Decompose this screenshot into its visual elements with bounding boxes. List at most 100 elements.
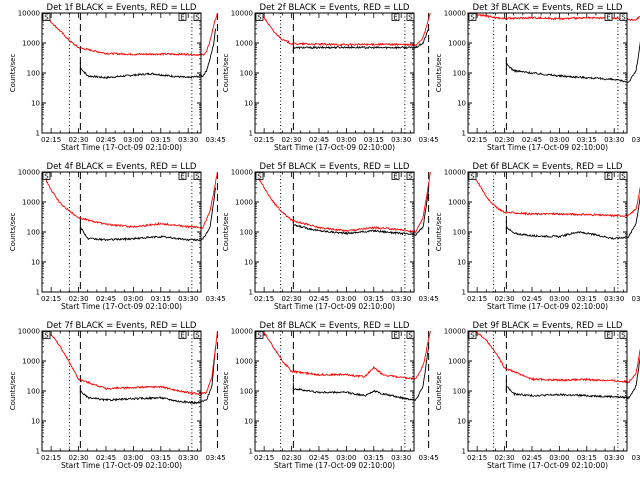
chart-panel: Det 9f BLACK = Events, RED = LLD 1 10 100 10… <box>435 321 640 470</box>
x-axis-start-time: 17-Oct-09 02:10:00 <box>531 143 605 152</box>
y-tick-label: 10 <box>244 100 253 108</box>
events-series-line <box>293 190 430 237</box>
time-marker-label: E <box>393 173 397 181</box>
time-marker-label: S <box>621 173 626 181</box>
plot-frame <box>467 330 628 452</box>
y-tick-label: 1 <box>249 130 253 138</box>
panel-title: Det 5f BLACK = Events, RED = LLD <box>260 162 410 172</box>
y-tick-label: 1 <box>249 289 253 297</box>
y-tick-label: 1000 <box>448 199 466 207</box>
x-tick-label: 02:30 <box>494 136 514 144</box>
events-series-line <box>293 346 430 402</box>
time-marker-label: S <box>470 14 475 22</box>
y-tick-label: 1000 <box>235 358 253 366</box>
x-tick-label: 03:00 <box>549 454 569 462</box>
events-series-line <box>506 41 640 84</box>
chart-panel: Det 4f BLACK = Events, RED = LLD 1 10 100 10… <box>9 162 226 311</box>
time-marker-label: S <box>44 14 49 22</box>
time-marker-label: S <box>257 14 262 22</box>
lld-series-line <box>468 171 640 218</box>
x-tick-label: 03:15 <box>364 136 384 144</box>
plot-frame <box>254 330 415 452</box>
x-axis-label: Start Time (17-Oct-09 02:10:00) <box>274 302 395 311</box>
x-tick-label: 03:30 <box>178 454 198 462</box>
time-marker-label: S <box>621 332 626 340</box>
x-tick-label: 02:45 <box>309 454 329 462</box>
x-axis-label: Start Time (17-Oct-09 02:10:00) <box>274 143 395 152</box>
lld-series-line <box>41 171 218 230</box>
x-axis-label-suffix: ) <box>605 143 608 152</box>
x-tick-label: 02:45 <box>309 295 329 303</box>
chart-panel: Det 6f BLACK = Events, RED = LLD 1 10 100 10… <box>435 162 640 311</box>
y-tick-label: 10000 <box>18 169 40 177</box>
chart-panel: Det 3f BLACK = Events, RED = LLD 1 10 100 10… <box>435 3 640 152</box>
x-tick-label: 03:00 <box>123 454 143 462</box>
x-tick-label: 02:30 <box>281 136 301 144</box>
lld-series-line <box>468 12 640 22</box>
y-tick-label: 100 <box>240 70 253 78</box>
x-tick-label: 03:45 <box>419 295 439 303</box>
y-tick-label: 10000 <box>444 169 466 177</box>
y-tick-label: 10000 <box>18 10 40 18</box>
y-tick-label: 10000 <box>231 10 253 18</box>
x-axis-label-suffix: ) <box>179 143 182 152</box>
x-tick-label: 03:00 <box>549 136 569 144</box>
chart-panel: Det 7f BLACK = Events, RED = LLD 1 10 100 10… <box>9 321 226 470</box>
x-axis-start-time: 17-Oct-09 02:10:00 <box>105 143 179 152</box>
x-tick-label: 02:45 <box>96 454 116 462</box>
x-tick-label: 02:30 <box>68 454 88 462</box>
y-axis-label: Counts/sec <box>435 54 443 93</box>
lld-series-line <box>254 330 431 381</box>
y-tick-label: 100 <box>240 388 253 396</box>
panel-title: Det 8f BLACK = Events, RED = LLD <box>260 321 410 331</box>
events-series-line <box>506 355 640 400</box>
x-tick-label: 02:15 <box>467 454 487 462</box>
x-tick-label: 03:30 <box>178 136 198 144</box>
x-axis-label: Start Time (17-Oct-09 02:10:00) <box>61 143 182 152</box>
y-tick-label: 100 <box>453 388 466 396</box>
panel-title: Det 4f BLACK = Events, RED = LLD <box>47 162 197 172</box>
x-axis-label: Start Time (17-Oct-09 02:10:00) <box>487 461 608 470</box>
x-axis-label-prefix: Start Time ( <box>487 143 531 152</box>
x-tick-label: 02:45 <box>522 136 542 144</box>
x-axis-start-time: 17-Oct-09 02:10:00 <box>105 302 179 311</box>
x-tick-label: 02:15 <box>467 295 487 303</box>
x-tick-label: 03:00 <box>336 454 356 462</box>
x-axis-label-prefix: Start Time ( <box>274 461 318 470</box>
x-axis-label-prefix: Start Time ( <box>61 143 105 152</box>
x-tick-label: 03:00 <box>123 136 143 144</box>
y-axis-label: Counts/sec <box>222 372 230 411</box>
chart-panel: Det 5f BLACK = Events, RED = LLD 1 10 100 10… <box>222 162 439 311</box>
time-marker-label: E <box>180 14 184 22</box>
y-tick-label: 100 <box>27 70 40 78</box>
y-tick-label: 10 <box>31 259 40 267</box>
chart-panel: Det 8f BLACK = Events, RED = LLD 1 10 100 10… <box>222 321 439 470</box>
plot-frame <box>254 12 415 134</box>
x-tick-label: 03:15 <box>151 136 171 144</box>
x-axis-label-suffix: ) <box>392 302 395 311</box>
events-series-line <box>79 187 217 242</box>
plot-frame <box>467 12 628 134</box>
time-marker-label: S <box>408 14 413 22</box>
lld-series-line <box>42 330 218 396</box>
y-tick-label: 1 <box>36 448 40 456</box>
x-axis-label-suffix: ) <box>179 461 182 470</box>
panel-grid: Det 1f BLACK = Events, RED = LLD11010010… <box>9 3 640 470</box>
y-tick-label: 1 <box>36 130 40 138</box>
x-tick-label: 02:30 <box>494 454 514 462</box>
panel-title: Det 6f BLACK = Events, RED = LLD <box>473 162 623 172</box>
x-axis-label-prefix: Start Time ( <box>61 461 105 470</box>
x-tick-label: 02:45 <box>96 295 116 303</box>
x-axis-label-prefix: Start Time ( <box>61 302 105 311</box>
chart-panel: Det 2f BLACK = Events, RED = LLD 1 10 100 10… <box>222 3 439 152</box>
y-tick-label: 10000 <box>18 328 40 336</box>
time-marker-label: E <box>606 332 610 340</box>
x-tick-label: 02:30 <box>494 295 514 303</box>
time-marker-label: S <box>621 14 626 22</box>
time-marker-label: E <box>180 173 184 181</box>
y-tick-label: 10 <box>457 418 466 426</box>
x-tick-label: 02:45 <box>522 454 542 462</box>
events-series-line <box>506 195 640 240</box>
y-tick-label: 10 <box>457 259 466 267</box>
